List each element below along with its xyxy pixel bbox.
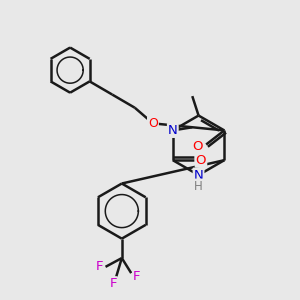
Text: H: H: [194, 179, 203, 193]
Text: F: F: [133, 270, 141, 283]
Text: F: F: [96, 260, 103, 273]
Text: F: F: [109, 277, 117, 290]
Text: O: O: [192, 140, 203, 153]
Text: O: O: [148, 117, 158, 130]
Text: N: N: [168, 124, 178, 137]
Text: N: N: [194, 169, 203, 182]
Text: O: O: [196, 154, 206, 167]
